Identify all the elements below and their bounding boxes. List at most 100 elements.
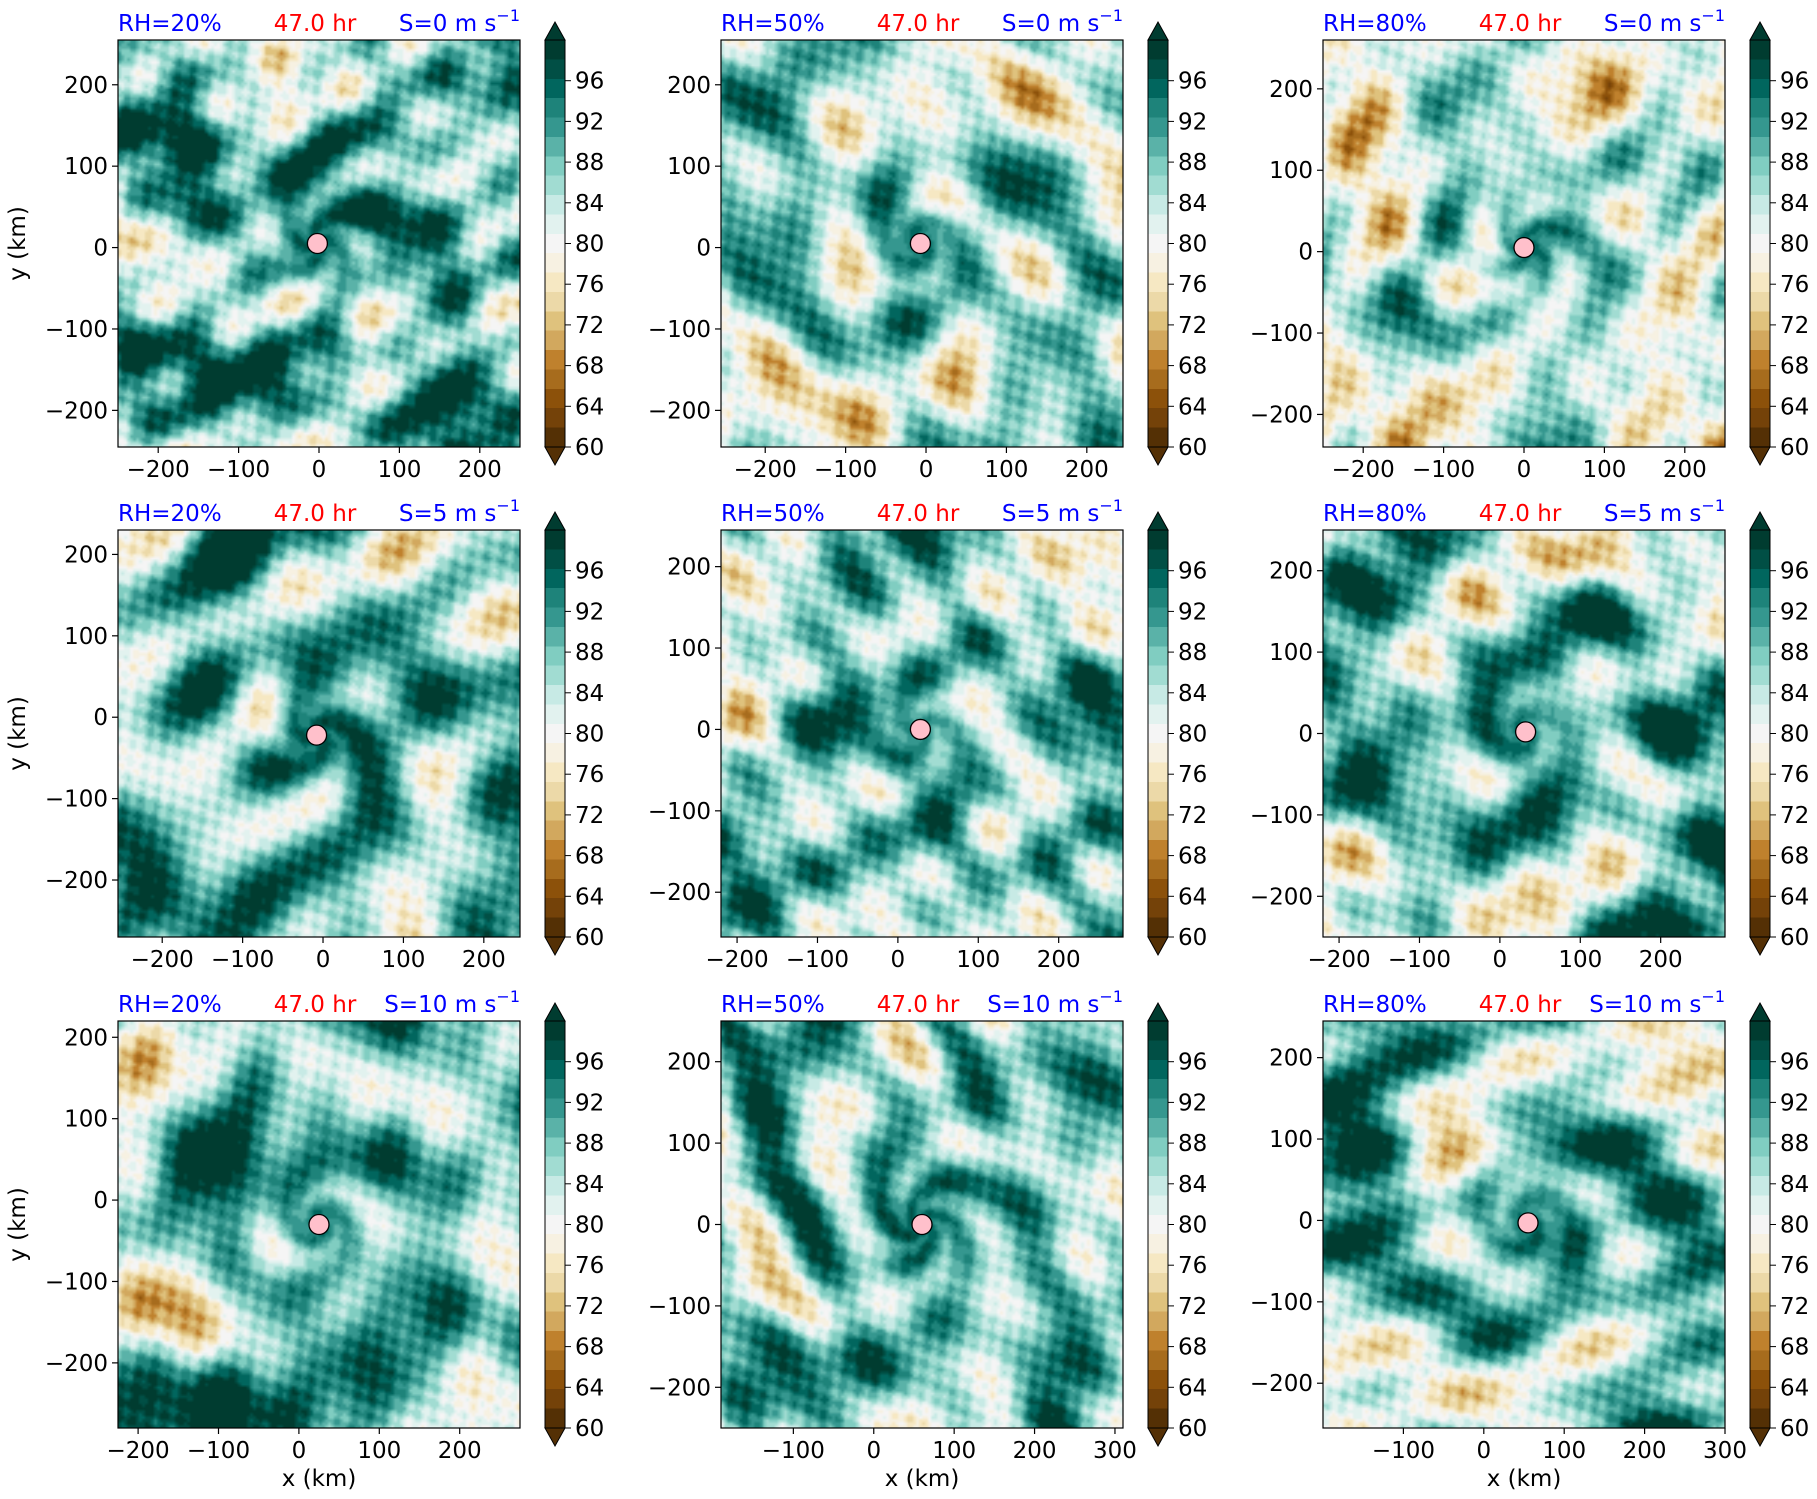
colorbar-tick-label: 76 [575,272,604,298]
panel: −200 −100 0 100 200 −200 −100 0 100 200 RH=80% 47.0… [1250,6,1809,483]
title-shear: S=5 m s−1 [1604,496,1725,527]
colorbar-tick-label: 76 [1780,272,1809,298]
colorbar-gradient [545,40,565,447]
colorbar-extend-max [1749,510,1771,531]
y-tick-label: −200 [45,868,108,894]
x-tick-label: 200 [438,1438,482,1464]
x-tick-label: 300 [1703,1438,1747,1464]
colorbar-tick-label: 72 [1780,1294,1809,1320]
plot-frame [117,1020,521,1429]
colorbar-tick-label: 92 [1178,1090,1207,1116]
colorbar-tick-label: 72 [1780,803,1809,829]
x-tick-label: −200 [1307,947,1370,973]
y-axis-label: y (km) [5,696,31,771]
colorbar-tick-label: 96 [575,69,604,95]
colorbar-tick-label: 80 [1178,722,1207,748]
colorbar-tick-label: 64 [1780,1375,1809,1401]
colorbar: 60 64 68 72 76 80 84 88 92 96 [1749,20,1809,467]
colorbar-tick-label: 84 [1780,1172,1809,1198]
x-axis-label: x (km) [1487,1466,1562,1492]
title-rh: RH=80% [1323,11,1427,37]
x-axis-label: x (km) [885,1466,960,1492]
y-tick-label: 200 [667,73,711,99]
panel: −100 0 100 200 300 −200 −100 0 100 200 x (km) RH=50… [648,987,1207,1492]
y-tick-label: −100 [648,1294,711,1320]
title-rh: RH=20% [118,992,222,1018]
panel: −200 −100 0 100 200 −200 −100 0 100 200 y (km) RH=2… [5,6,604,483]
y-tick-label: −100 [45,1269,108,1295]
y-tick-label: 0 [1298,240,1313,266]
title-rh: RH=20% [118,501,222,527]
colorbar: 60 64 68 72 76 80 84 88 92 96 [1749,510,1809,957]
colorbar-extend-min [1147,936,1169,957]
colorbar-tick-label: 64 [1178,1375,1207,1401]
shear-exponent: −1 [1701,496,1725,515]
y-tick-label: −200 [45,398,108,424]
colorbar-tick-label: 96 [1780,559,1809,585]
colorbar-tick-label: 92 [1780,599,1809,625]
colorbar-tick-label: 96 [1178,69,1207,95]
colorbar-tick-label: 88 [575,150,604,176]
title-time: 47.0 hr [1479,11,1562,37]
colorbar-tick-label: 80 [575,722,604,748]
colorbar-tick-label: 80 [1178,232,1207,258]
panel: −200 −100 0 100 200 −200 −100 0 100 200 y (km) RH=2… [5,496,604,973]
colorbar-extend-max [1147,20,1169,41]
title-shear: S=5 m s−1 [1002,496,1123,527]
colorbar-tick-label: 68 [1780,354,1809,380]
x-tick-label: 100 [1542,1438,1586,1464]
colorbar-tick-label: 64 [1178,884,1207,910]
x-tick-label: 100 [357,1438,401,1464]
storm-center-marker [1513,236,1535,259]
colorbar-tick-label: 84 [1178,191,1207,217]
colorbar-tick-label: 60 [1178,1416,1207,1442]
title-rh: RH=50% [721,501,825,527]
x-tick-label: −200 [734,457,797,483]
x-tick-label: 200 [458,457,502,483]
x-tick-label: 200 [462,947,506,973]
shear-exponent: −1 [1099,496,1123,515]
x-tick-label: 0 [919,457,934,483]
y-tick-label: 200 [64,542,108,568]
x-tick-label: 0 [1517,457,1532,483]
y-tick-label: 100 [1269,158,1313,184]
storm-center-marker [305,724,328,746]
colorbar-tick-label: 68 [1780,1335,1809,1361]
colorbar-extend-min [1749,446,1771,467]
y-tick-label: 0 [696,717,711,743]
colorbar-tick-label: 80 [575,1213,604,1239]
colorbar-tick-label: 68 [575,1335,604,1361]
colorbar-tick-label: 72 [1178,313,1207,339]
storm-center-marker [1517,1212,1539,1234]
y-tick-label: −100 [45,787,108,813]
colorbar-extend-min [544,1427,566,1448]
colorbar-tick-label: 60 [1178,435,1207,461]
colorbar-tick-label: 88 [1780,1131,1809,1157]
shear-text: S=5 m s [399,501,497,527]
y-tick-label: −100 [1250,803,1313,829]
colorbar-tick-label: 76 [1178,272,1207,298]
colorbar-gradient [1750,1021,1770,1428]
colorbar-tick-label: 68 [1178,844,1207,870]
storm-center-marker [306,232,329,255]
x-tick-label: −200 [1332,457,1395,483]
x-axis-label: x (km) [282,1466,357,1492]
x-tick-label: 100 [381,947,425,973]
x-tick-label: 300 [1093,1438,1137,1464]
title-time: 47.0 hr [1479,992,1562,1018]
title-shear: S=10 m s−1 [1589,987,1725,1018]
colorbar-tick-label: 84 [1178,681,1207,707]
colorbar-tick-label: 60 [1780,1416,1809,1442]
x-tick-label: 100 [932,1438,976,1464]
panel: −100 0 100 200 300 −200 −100 0 100 200 x (km) RH=80… [1250,987,1809,1492]
x-tick-label: 100 [1582,457,1626,483]
plot-frame [720,39,1124,448]
y-tick-label: −100 [648,799,711,825]
shear-exponent: −1 [1099,6,1123,25]
colorbar-gradient [1750,530,1770,937]
colorbar-tick-label: 60 [575,435,604,461]
y-tick-label: 200 [1269,1046,1313,1072]
colorbar-tick-label: 88 [1178,1131,1207,1157]
y-tick-label: 200 [667,555,711,581]
y-tick-label: 100 [64,1107,108,1133]
